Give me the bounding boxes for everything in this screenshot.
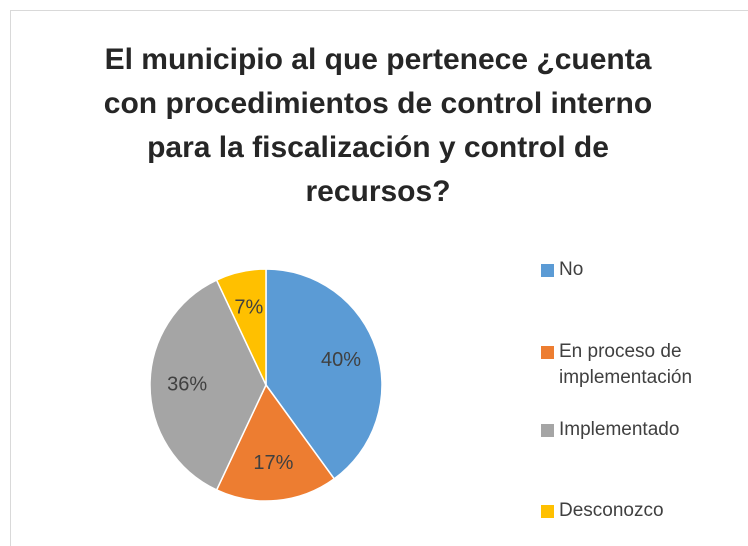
legend-label: Desconozco (559, 500, 664, 521)
legend-swatch (541, 424, 554, 437)
legend-item: Desconozco (541, 498, 741, 524)
legend-label: No (559, 259, 584, 280)
legend-label: En proceso de implementación (559, 341, 693, 388)
legend-item: Implementado (541, 417, 741, 443)
data-label: 36% (167, 373, 207, 395)
chart-frame (10, 10, 748, 546)
legend-label: Implementado (559, 419, 680, 440)
data-label: 40% (321, 349, 361, 371)
legend-swatch (541, 346, 554, 359)
pie-slice (215, 268, 267, 386)
legend-swatch (541, 264, 554, 277)
pie-slice (215, 383, 336, 502)
chart-title: El municipio al que pertenece ¿cuenta co… (103, 43, 653, 208)
data-label: 17% (253, 452, 293, 474)
pie-slice (149, 279, 267, 491)
legend-item: No (541, 257, 741, 283)
legend-swatch (541, 505, 554, 518)
data-label: 7% (234, 296, 263, 318)
pie-slice (265, 268, 383, 480)
legend-item: En proceso de implementación (541, 339, 741, 391)
